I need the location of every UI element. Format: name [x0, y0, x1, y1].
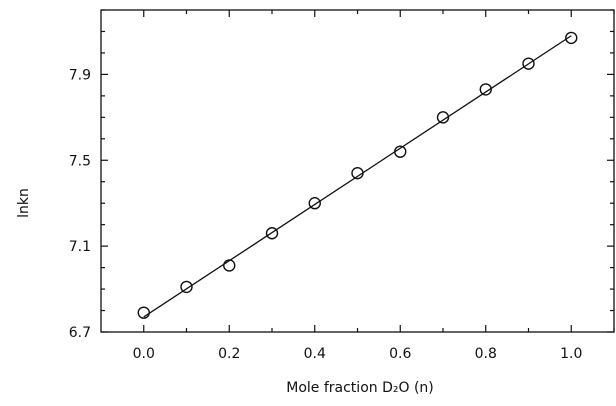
data-point: [565, 31, 578, 45]
data-point: [351, 166, 364, 180]
data-point: [522, 57, 535, 70]
data-point: [436, 111, 450, 124]
data-point: [265, 227, 279, 240]
x-axis-label: Mole fraction D₂O (n): [286, 380, 434, 396]
fit-line: [143, 35, 572, 318]
data-point: [137, 306, 150, 319]
data-points-layer: [137, 31, 578, 319]
labels-layer: lnkn Mole fraction D₂O (n): [16, 188, 434, 396]
x-tick-label: 0.2: [218, 346, 240, 362]
y-axis-label: lnkn: [16, 188, 32, 218]
x-tick-label: 1.0: [560, 346, 582, 362]
axes-layer: 0.0 0.2 0.4 0.6 0.8 1.0 6.7 7.1 7.5 7.9: [69, 9, 615, 362]
x-tick-label: 0.6: [389, 346, 411, 362]
data-point: [479, 83, 492, 96]
x-tick-label: 0.0: [133, 346, 155, 362]
fit-line-layer: [143, 35, 572, 318]
data-point: [308, 196, 321, 210]
data-point: [394, 145, 407, 158]
y-tick-label: 7.1: [69, 239, 91, 255]
data-point: [180, 280, 193, 294]
x-tick-label: 0.8: [475, 346, 497, 362]
x-tick-label: 0.4: [304, 346, 326, 362]
data-point: [223, 259, 236, 272]
y-tick-label: 7.9: [69, 67, 91, 83]
y-tick-label: 6.7: [69, 325, 91, 341]
y-tick-label: 7.5: [69, 153, 91, 169]
